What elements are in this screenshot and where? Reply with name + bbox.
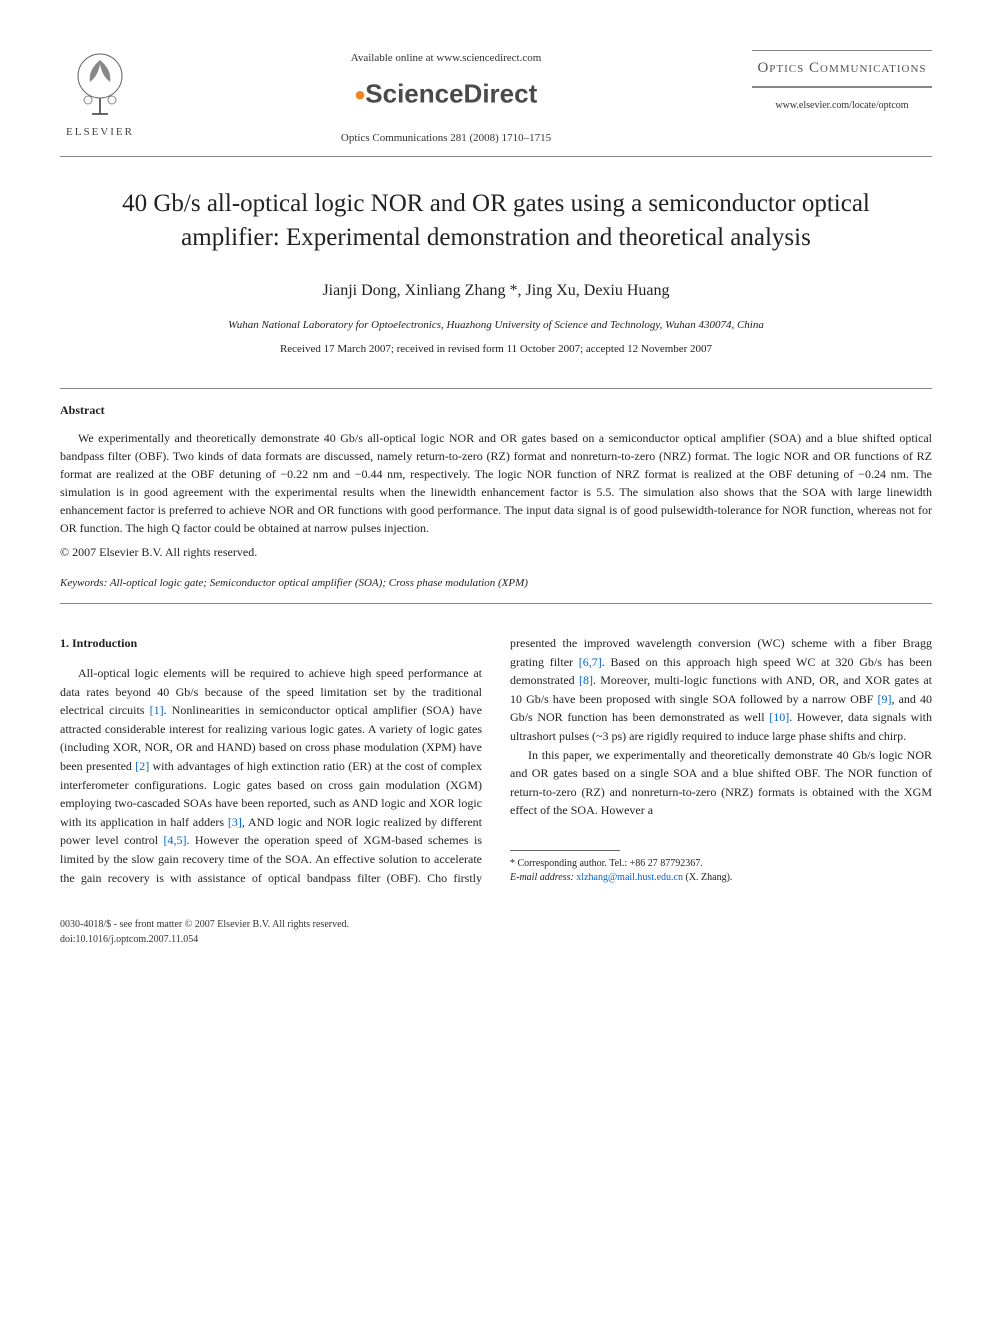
footnote-rule	[510, 850, 620, 851]
email-footnote: E-mail address: xlzhang@mail.hust.edu.cn…	[510, 871, 932, 885]
article-title: 40 Gb/s all-optical logic NOR and OR gat…	[100, 187, 892, 255]
ref-link-4-5[interactable]: [4,5]	[164, 833, 187, 847]
page-footer: 0030-4018/$ - see front matter © 2007 El…	[60, 917, 932, 947]
ref-link-1[interactable]: [1]	[150, 703, 164, 717]
journal-name: Optics Communications	[752, 50, 932, 88]
ref-link-3[interactable]: [3]	[228, 815, 242, 829]
elsevier-logo: ELSEVIER	[60, 50, 140, 141]
journal-url: www.elsevier.com/locate/optcom	[752, 98, 932, 113]
sciencedirect-logo: •ScienceDirect	[160, 73, 732, 118]
email-label: E-mail address:	[510, 872, 574, 883]
ref-link-10[interactable]: [10]	[769, 710, 789, 724]
body-columns: 1. Introduction All-optical logic elemen…	[60, 634, 932, 887]
abstract-heading: Abstract	[60, 401, 932, 419]
authors: Jianji Dong, Xinliang Zhang *, Jing Xu, …	[60, 279, 932, 303]
center-header: Available online at www.sciencedirect.co…	[140, 50, 752, 146]
ref-link-8[interactable]: [8]	[579, 673, 593, 687]
page-header: ELSEVIER Available online at www.science…	[60, 50, 932, 146]
corresponding-author-footnote: * Corresponding author. Tel.: +86 27 877…	[510, 857, 932, 871]
journal-branding: Optics Communications www.elsevier.com/l…	[752, 50, 932, 113]
ref-link-9[interactable]: [9]	[878, 692, 892, 706]
intro-heading: 1. Introduction	[60, 634, 482, 652]
elsevier-tree-icon	[70, 50, 130, 120]
footer-front-matter: 0030-4018/$ - see front matter © 2007 El…	[60, 917, 932, 932]
affiliation: Wuhan National Laboratory for Optoelectr…	[60, 317, 932, 334]
keywords-text: All-optical logic gate; Semiconductor op…	[107, 577, 528, 589]
elsevier-label: ELSEVIER	[60, 124, 140, 141]
sciencedirect-text: ScienceDirect	[365, 78, 537, 108]
footer-doi: doi:10.1016/j.optcom.2007.11.054	[60, 932, 932, 947]
abstract-copyright: © 2007 Elsevier B.V. All rights reserved…	[60, 543, 932, 561]
email-link[interactable]: xlzhang@mail.hust.edu.cn	[574, 872, 686, 883]
sd-dot-icon: •	[355, 79, 366, 112]
abstract-body: We experimentally and theoretically demo…	[60, 429, 932, 537]
journal-reference: Optics Communications 281 (2008) 1710–17…	[160, 130, 732, 147]
keywords-label: Keywords:	[60, 577, 107, 589]
abstract-bottom-rule	[60, 603, 932, 604]
keywords: Keywords: All-optical logic gate; Semico…	[60, 575, 932, 592]
header-rule	[60, 156, 932, 157]
abstract-top-rule	[60, 388, 932, 389]
ref-link-2[interactable]: [2]	[135, 759, 149, 773]
ref-link-6-7[interactable]: [6,7]	[579, 655, 602, 669]
intro-text: , AND logic	[242, 815, 306, 829]
available-online-text: Available online at www.sciencedirect.co…	[160, 50, 732, 67]
intro-paragraph-2: In this paper, we experimentally and the…	[510, 746, 932, 820]
email-tail: (X. Zhang).	[685, 872, 732, 883]
article-dates: Received 17 March 2007; received in revi…	[60, 341, 932, 358]
